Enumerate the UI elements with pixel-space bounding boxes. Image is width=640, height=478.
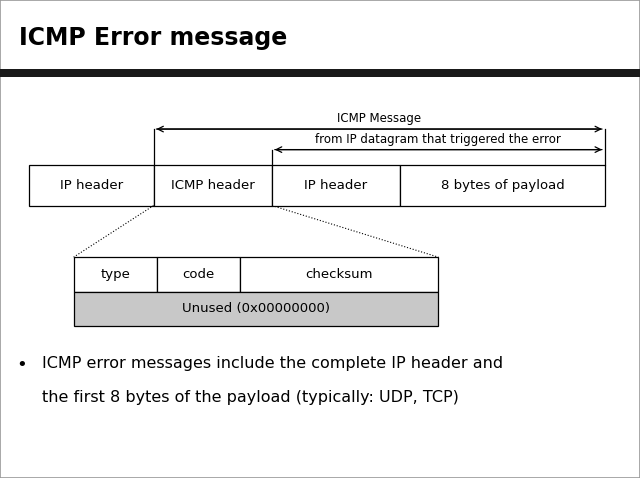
Text: ICMP Error message: ICMP Error message bbox=[19, 26, 287, 50]
Text: type: type bbox=[100, 268, 130, 281]
Bar bbox=[400, 165, 605, 206]
Bar bbox=[0, 69, 640, 77]
Text: •: • bbox=[16, 356, 27, 374]
Text: ICMP header: ICMP header bbox=[171, 179, 255, 192]
Text: ICMP error messages include the complete IP header and: ICMP error messages include the complete… bbox=[42, 356, 503, 371]
Bar bbox=[272, 165, 400, 206]
Text: checksum: checksum bbox=[305, 268, 373, 281]
Bar bbox=[29, 165, 154, 206]
Bar bbox=[240, 257, 438, 292]
Text: IP header: IP header bbox=[60, 179, 123, 192]
Bar bbox=[157, 257, 240, 292]
Bar bbox=[154, 165, 272, 206]
Text: ICMP Message: ICMP Message bbox=[337, 112, 421, 125]
Text: IP header: IP header bbox=[305, 179, 367, 192]
Text: code: code bbox=[182, 268, 214, 281]
Text: 8 bytes of payload: 8 bytes of payload bbox=[440, 179, 564, 192]
Bar bbox=[74, 292, 438, 326]
Text: Unused (0x00000000): Unused (0x00000000) bbox=[182, 302, 330, 315]
Text: the first 8 bytes of the payload (typically: UDP, TCP): the first 8 bytes of the payload (typica… bbox=[42, 390, 458, 404]
Text: from IP datagram that triggered the error: from IP datagram that triggered the erro… bbox=[316, 133, 561, 146]
Bar bbox=[74, 257, 157, 292]
